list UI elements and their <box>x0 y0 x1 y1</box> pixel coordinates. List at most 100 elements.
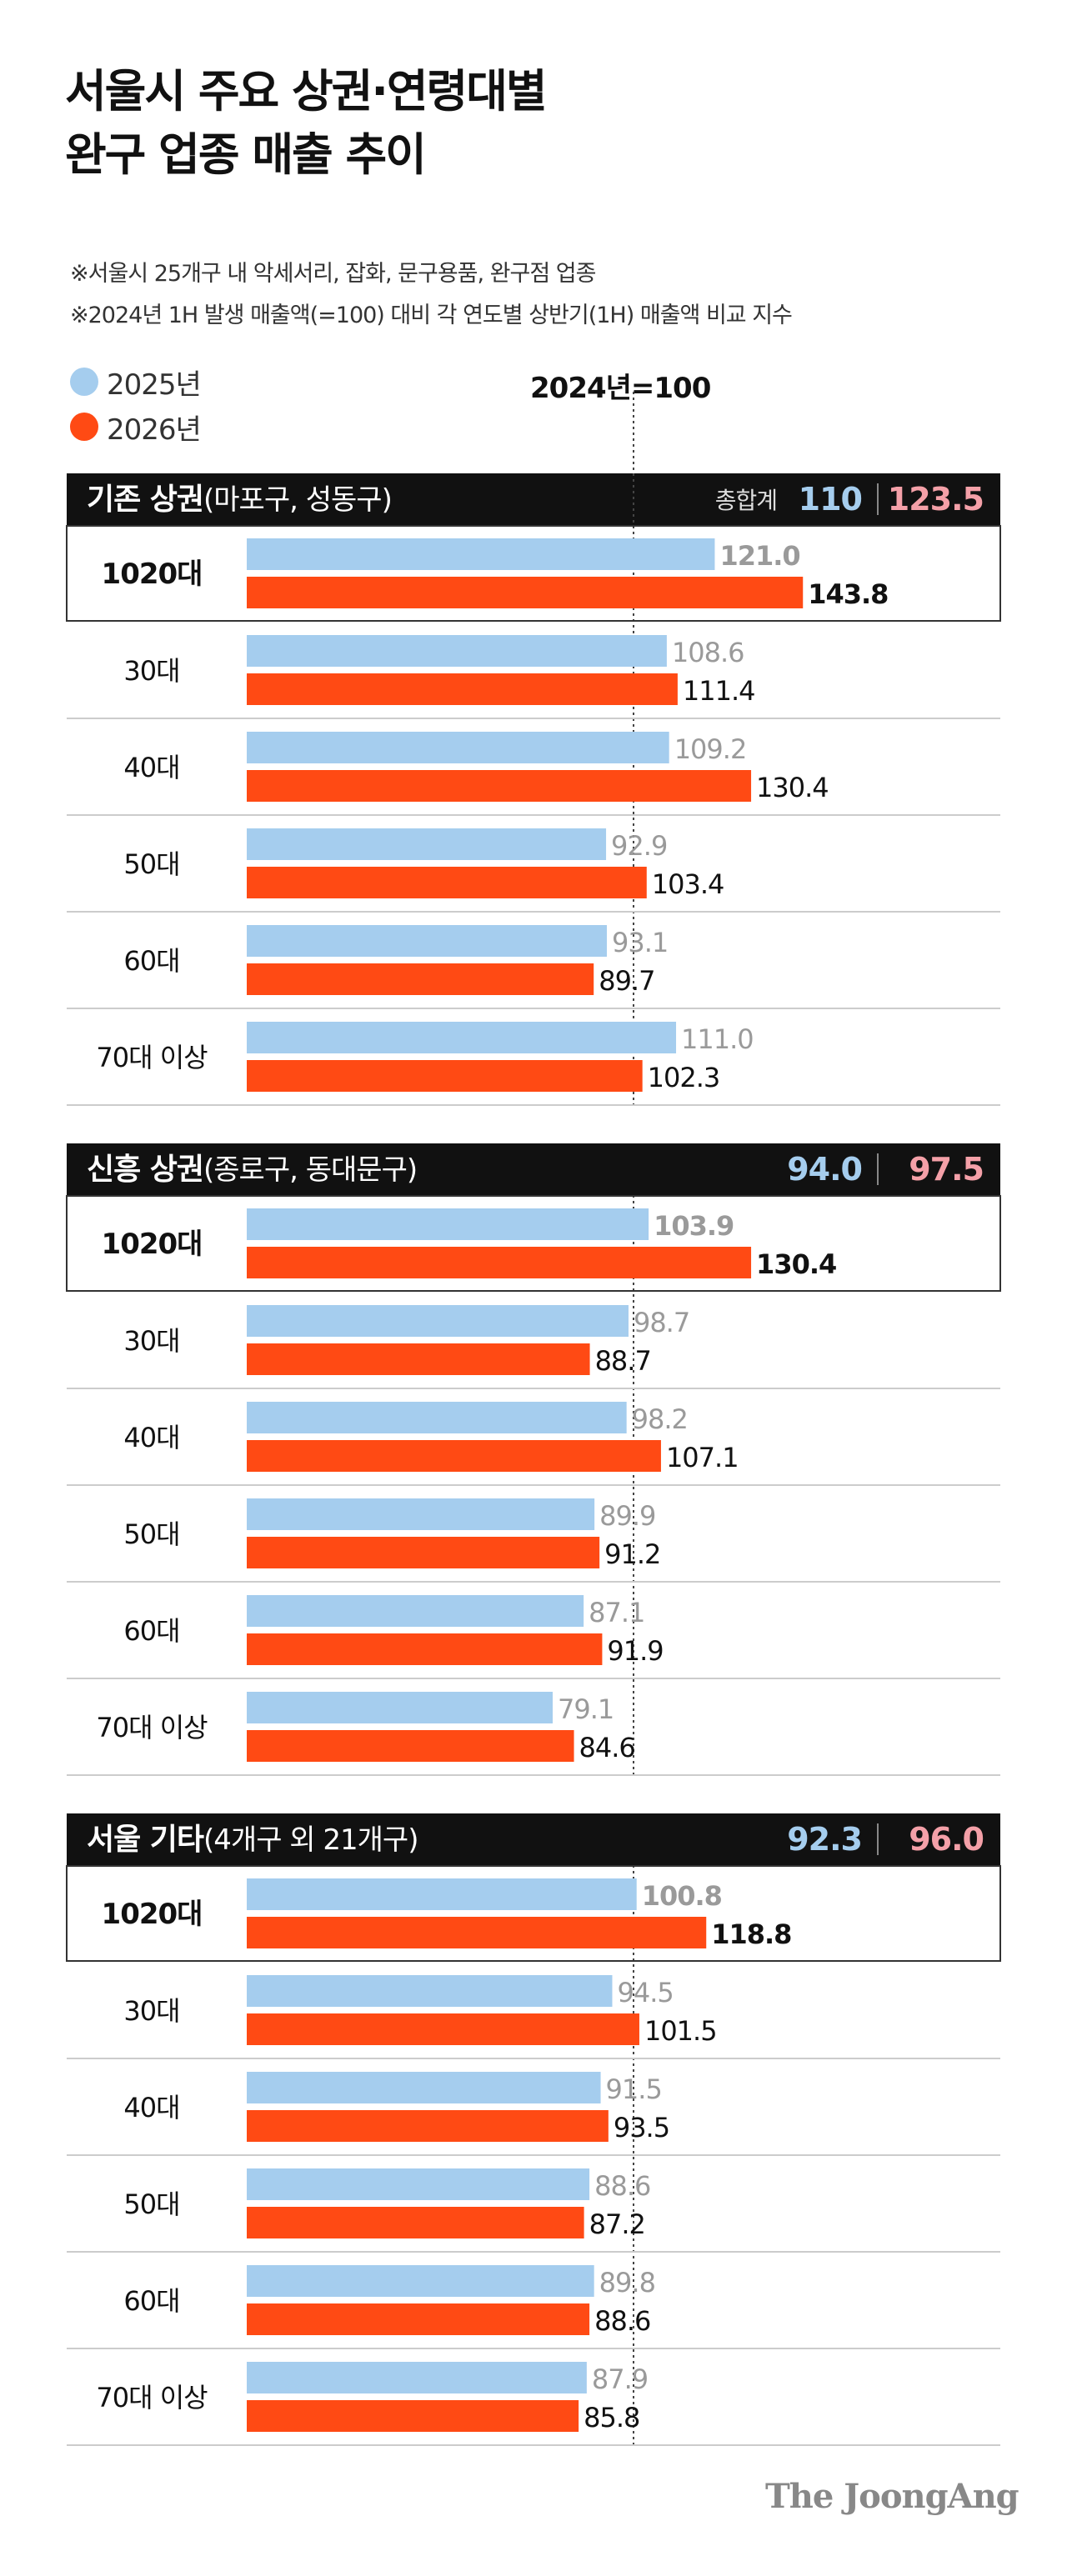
legend-label-2025: 2025년 <box>107 368 202 402</box>
bar-2026-0-4 <box>247 963 594 995</box>
bar-2025-2-2 <box>247 2072 601 2103</box>
bar-2025-0-3 <box>247 828 607 860</box>
note-scope: ※서울시 25개구 내 악세서리, 잡화, 문구용품, 완구점 업종 <box>70 261 596 287</box>
legend-swatch-2025 <box>70 368 98 396</box>
panel-total-label-0: 총합계 <box>715 487 777 514</box>
panel-header-2 <box>67 1813 1000 1865</box>
bar-2026-0-1 <box>247 673 678 705</box>
panel-total-2025-0: 110 <box>799 481 862 518</box>
bar-2026-2-1 <box>247 2013 639 2045</box>
panel-header-0 <box>67 473 1000 525</box>
panel-total-2025-2: 92.3 <box>787 1821 862 1858</box>
row-label-2-2: 40대 <box>123 2092 179 2123</box>
legend-swatch-2026 <box>70 413 98 441</box>
panel-total-divider-1 <box>877 1153 879 1185</box>
value-label-2025-2-2: 91.5 <box>606 2073 662 2105</box>
bar-2026-2-4 <box>247 2303 590 2335</box>
chart-title-line-2: 완구 업종 매출 추이 <box>65 128 427 181</box>
value-label-2025-2-3: 88.6 <box>594 2170 650 2202</box>
value-label-2026-2-5: 85.8 <box>584 2402 639 2433</box>
bar-2025-0-2 <box>247 732 669 763</box>
value-label-2026-1-0: 130.4 <box>756 1248 836 1280</box>
bar-2026-0-2 <box>247 770 752 802</box>
row-label-0-4: 60대 <box>123 945 179 977</box>
row-label-1-0: 1020대 <box>102 1228 203 1261</box>
chart-title: 서울시 주요 상권·연령대별 완구 업종 매출 추이 <box>65 60 548 187</box>
reference-line-label: 2024년=100 <box>530 372 711 405</box>
panel-title-2: 서울 기타(4개구 외 21개구) <box>87 1823 418 1857</box>
bar-2025-1-1 <box>247 1305 629 1337</box>
value-label-2025-1-4: 87.1 <box>589 1597 644 1628</box>
panel-total-divider-0 <box>877 483 879 515</box>
bar-2026-2-3 <box>247 2207 584 2238</box>
bar-2025-1-5 <box>247 1692 554 1723</box>
panel-total-2025-1: 94.0 <box>787 1151 862 1188</box>
value-label-2025-2-0: 100.8 <box>642 1880 722 1912</box>
row-label-2-3: 50대 <box>123 2188 179 2220</box>
value-label-2026-2-0: 118.8 <box>711 1918 791 1950</box>
row-label-1-1: 30대 <box>123 1325 179 1357</box>
value-label-2026-1-5: 84.6 <box>579 1732 635 1763</box>
row-label-0-0: 1020대 <box>102 558 203 591</box>
value-label-2026-0-3: 103.4 <box>652 868 724 900</box>
panel-total-2026-2: 96.0 <box>909 1821 984 1858</box>
bar-2025-0-4 <box>247 925 607 957</box>
panel-title-0: 기존 상권(마포구, 성동구) <box>87 483 392 517</box>
row-highlight-box-1-0 <box>66 1195 1001 1292</box>
value-label-2026-1-3: 91.2 <box>604 1538 660 1570</box>
row-label-0-1: 30대 <box>123 655 179 687</box>
bar-2026-1-3 <box>247 1537 600 1568</box>
bar-2025-2-4 <box>247 2265 594 2297</box>
value-label-2026-2-1: 101.5 <box>644 2015 717 2047</box>
panel-title-1: 신흥 상권(종로구, 동대문구) <box>87 1153 417 1187</box>
value-label-2025-2-1: 94.5 <box>617 1977 673 2008</box>
bar-2025-2-1 <box>247 1975 613 2007</box>
row-label-0-3: 50대 <box>123 848 179 880</box>
value-label-2025-0-5: 111.0 <box>681 1023 754 1055</box>
bar-2025-2-0 <box>247 1878 637 1910</box>
value-label-2025-1-1: 98.7 <box>634 1307 689 1338</box>
value-label-2025-0-2: 109.2 <box>674 733 747 765</box>
row-label-2-1: 30대 <box>123 1995 179 2027</box>
value-label-2026-0-0: 143.8 <box>808 578 888 610</box>
bar-2025-1-2 <box>247 1402 627 1433</box>
bar-2025-1-3 <box>247 1498 595 1530</box>
row-label-2-4: 60대 <box>123 2285 179 2317</box>
value-label-2025-2-4: 89.8 <box>599 2267 655 2298</box>
bar-2026-1-2 <box>247 1440 661 1472</box>
brand-logo-text: The JoongAng <box>765 2477 1019 2516</box>
value-label-2025-1-0: 103.9 <box>654 1210 734 1242</box>
panel-header-1 <box>67 1143 1000 1195</box>
bar-2025-2-3 <box>247 2168 590 2200</box>
panel-total-2026-1: 97.5 <box>909 1151 984 1188</box>
bar-2026-1-1 <box>247 1343 590 1375</box>
value-label-2025-0-1: 108.6 <box>672 637 744 668</box>
bar-2025-2-5 <box>247 2362 587 2393</box>
value-label-2026-1-4: 91.9 <box>607 1635 663 1667</box>
legend-item-2025: 2025년 <box>70 365 202 402</box>
row-highlight-box-0-0 <box>66 525 1001 622</box>
value-label-2026-0-4: 89.7 <box>599 965 654 997</box>
bar-2026-0-5 <box>247 1060 643 1092</box>
value-label-2025-1-5: 79.1 <box>558 1693 614 1725</box>
legend-label-2026: 2026년 <box>107 413 202 447</box>
row-label-2-0: 1020대 <box>102 1898 203 1931</box>
bar-2025-1-0 <box>247 1208 649 1240</box>
bar-2026-2-5 <box>247 2400 579 2432</box>
bar-2025-0-0 <box>247 538 715 570</box>
row-label-1-4: 60대 <box>123 1615 179 1647</box>
value-label-2025-0-3: 92.9 <box>611 830 667 862</box>
value-label-2026-2-2: 93.5 <box>614 2112 669 2143</box>
bar-2026-1-5 <box>247 1730 574 1762</box>
bar-2025-1-4 <box>247 1595 584 1627</box>
row-label-1-5: 70대 이상 <box>96 1712 208 1743</box>
value-label-2026-1-2: 107.1 <box>666 1442 739 1473</box>
value-label-2025-1-2: 98.2 <box>632 1403 688 1435</box>
bar-2026-0-3 <box>247 867 647 898</box>
value-label-2025-0-4: 93.1 <box>612 927 668 958</box>
row-label-2-5: 70대 이상 <box>96 2382 208 2413</box>
row-highlight-box-2-0 <box>66 1865 1001 1962</box>
bar-2025-0-1 <box>247 635 667 667</box>
row-label-0-5: 70대 이상 <box>96 1042 208 1073</box>
